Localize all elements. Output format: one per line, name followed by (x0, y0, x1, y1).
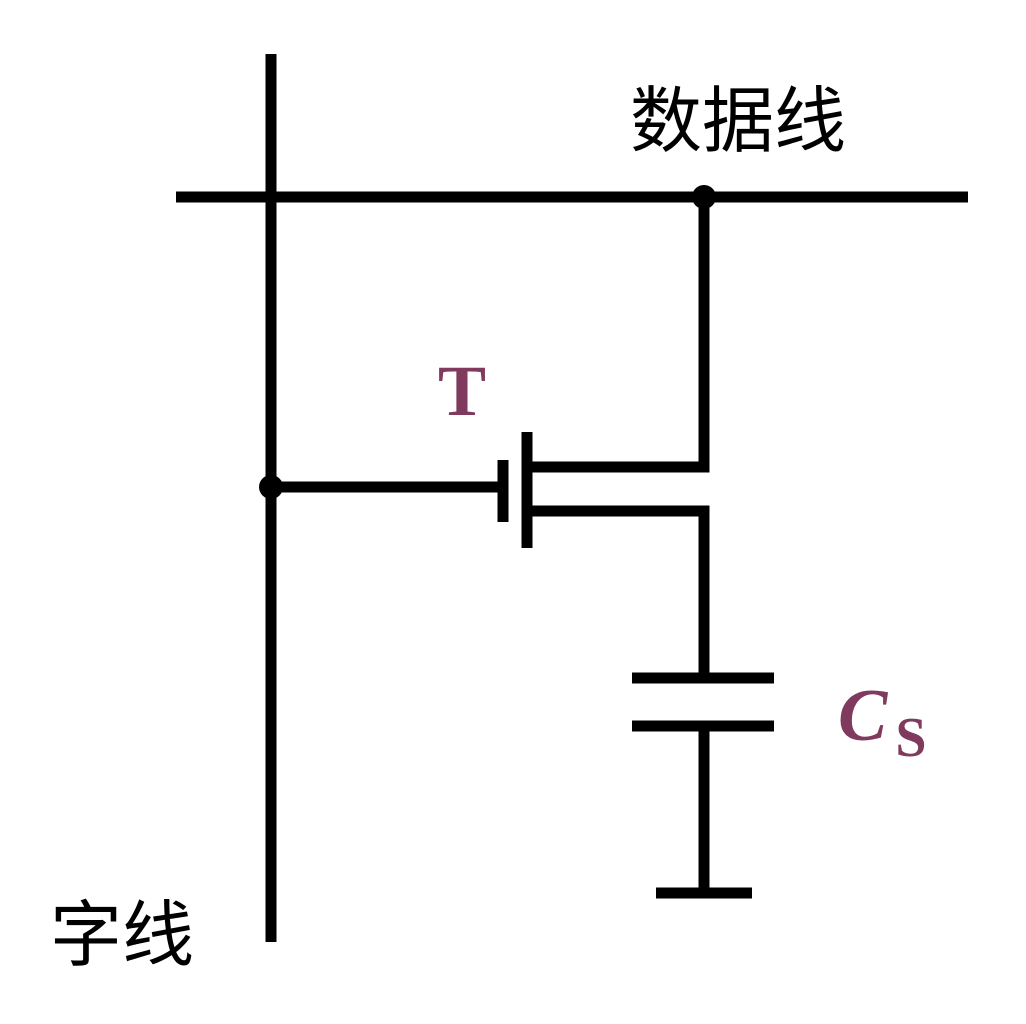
word-line-label: 字线 (50, 893, 194, 977)
drain-lead (527, 197, 710, 473)
data-line-label: 数据线 (630, 79, 846, 163)
capacitor-label: C S (838, 675, 927, 769)
transistor-label: T (438, 351, 486, 431)
source-lead (527, 505, 710, 678)
capacitor-label-subscript: S (895, 707, 926, 769)
capacitor-label-main: C (838, 675, 889, 757)
